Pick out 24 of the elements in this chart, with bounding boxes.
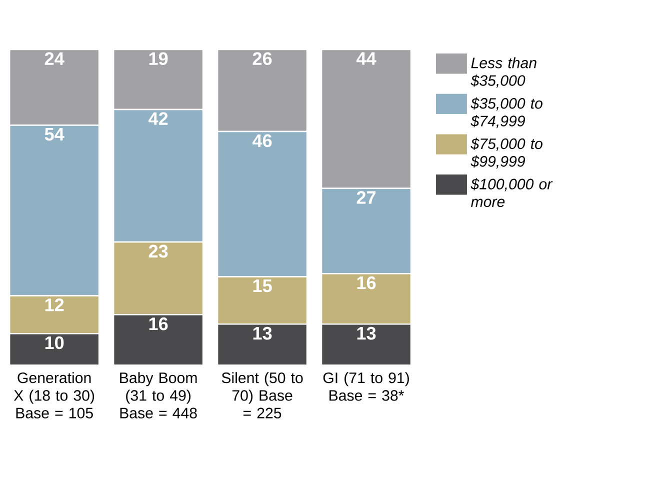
data-label: 27 xyxy=(356,190,376,204)
data-label: 24 xyxy=(44,52,64,65)
legend-label: $100,000 or more xyxy=(470,178,553,207)
x-tick-label: Silent (50 to 70) Base = 225 xyxy=(222,372,303,418)
x-tick-label: GI (71 to 91) Base = 38* xyxy=(323,372,409,401)
data-label: 10 xyxy=(45,336,64,350)
data-label: 42 xyxy=(148,112,168,125)
data-label: 13 xyxy=(253,326,272,340)
data-label: 44 xyxy=(356,52,376,65)
data-label: 16 xyxy=(357,276,376,290)
data-label: 46 xyxy=(252,134,272,147)
data-label: 16 xyxy=(149,317,168,330)
legend-label: $35,000 to $74,999 xyxy=(470,97,542,128)
legend-label: $75,000 to $99,999 xyxy=(470,138,542,168)
data-label: 54 xyxy=(44,128,64,140)
data-label: 12 xyxy=(45,298,64,311)
x-tick-label: Baby Boom (31 to 49) Base = 448 xyxy=(120,372,197,418)
data-label: 26 xyxy=(252,52,272,65)
legend-label: Less than $35,000 xyxy=(470,57,536,88)
data-label: 13 xyxy=(357,326,376,340)
data-label: 15 xyxy=(253,279,272,292)
data-label: 19 xyxy=(149,52,168,65)
data-label: 23 xyxy=(148,244,168,258)
x-tick-label: Generation X (18 to 30) Base = 105 xyxy=(14,372,94,418)
